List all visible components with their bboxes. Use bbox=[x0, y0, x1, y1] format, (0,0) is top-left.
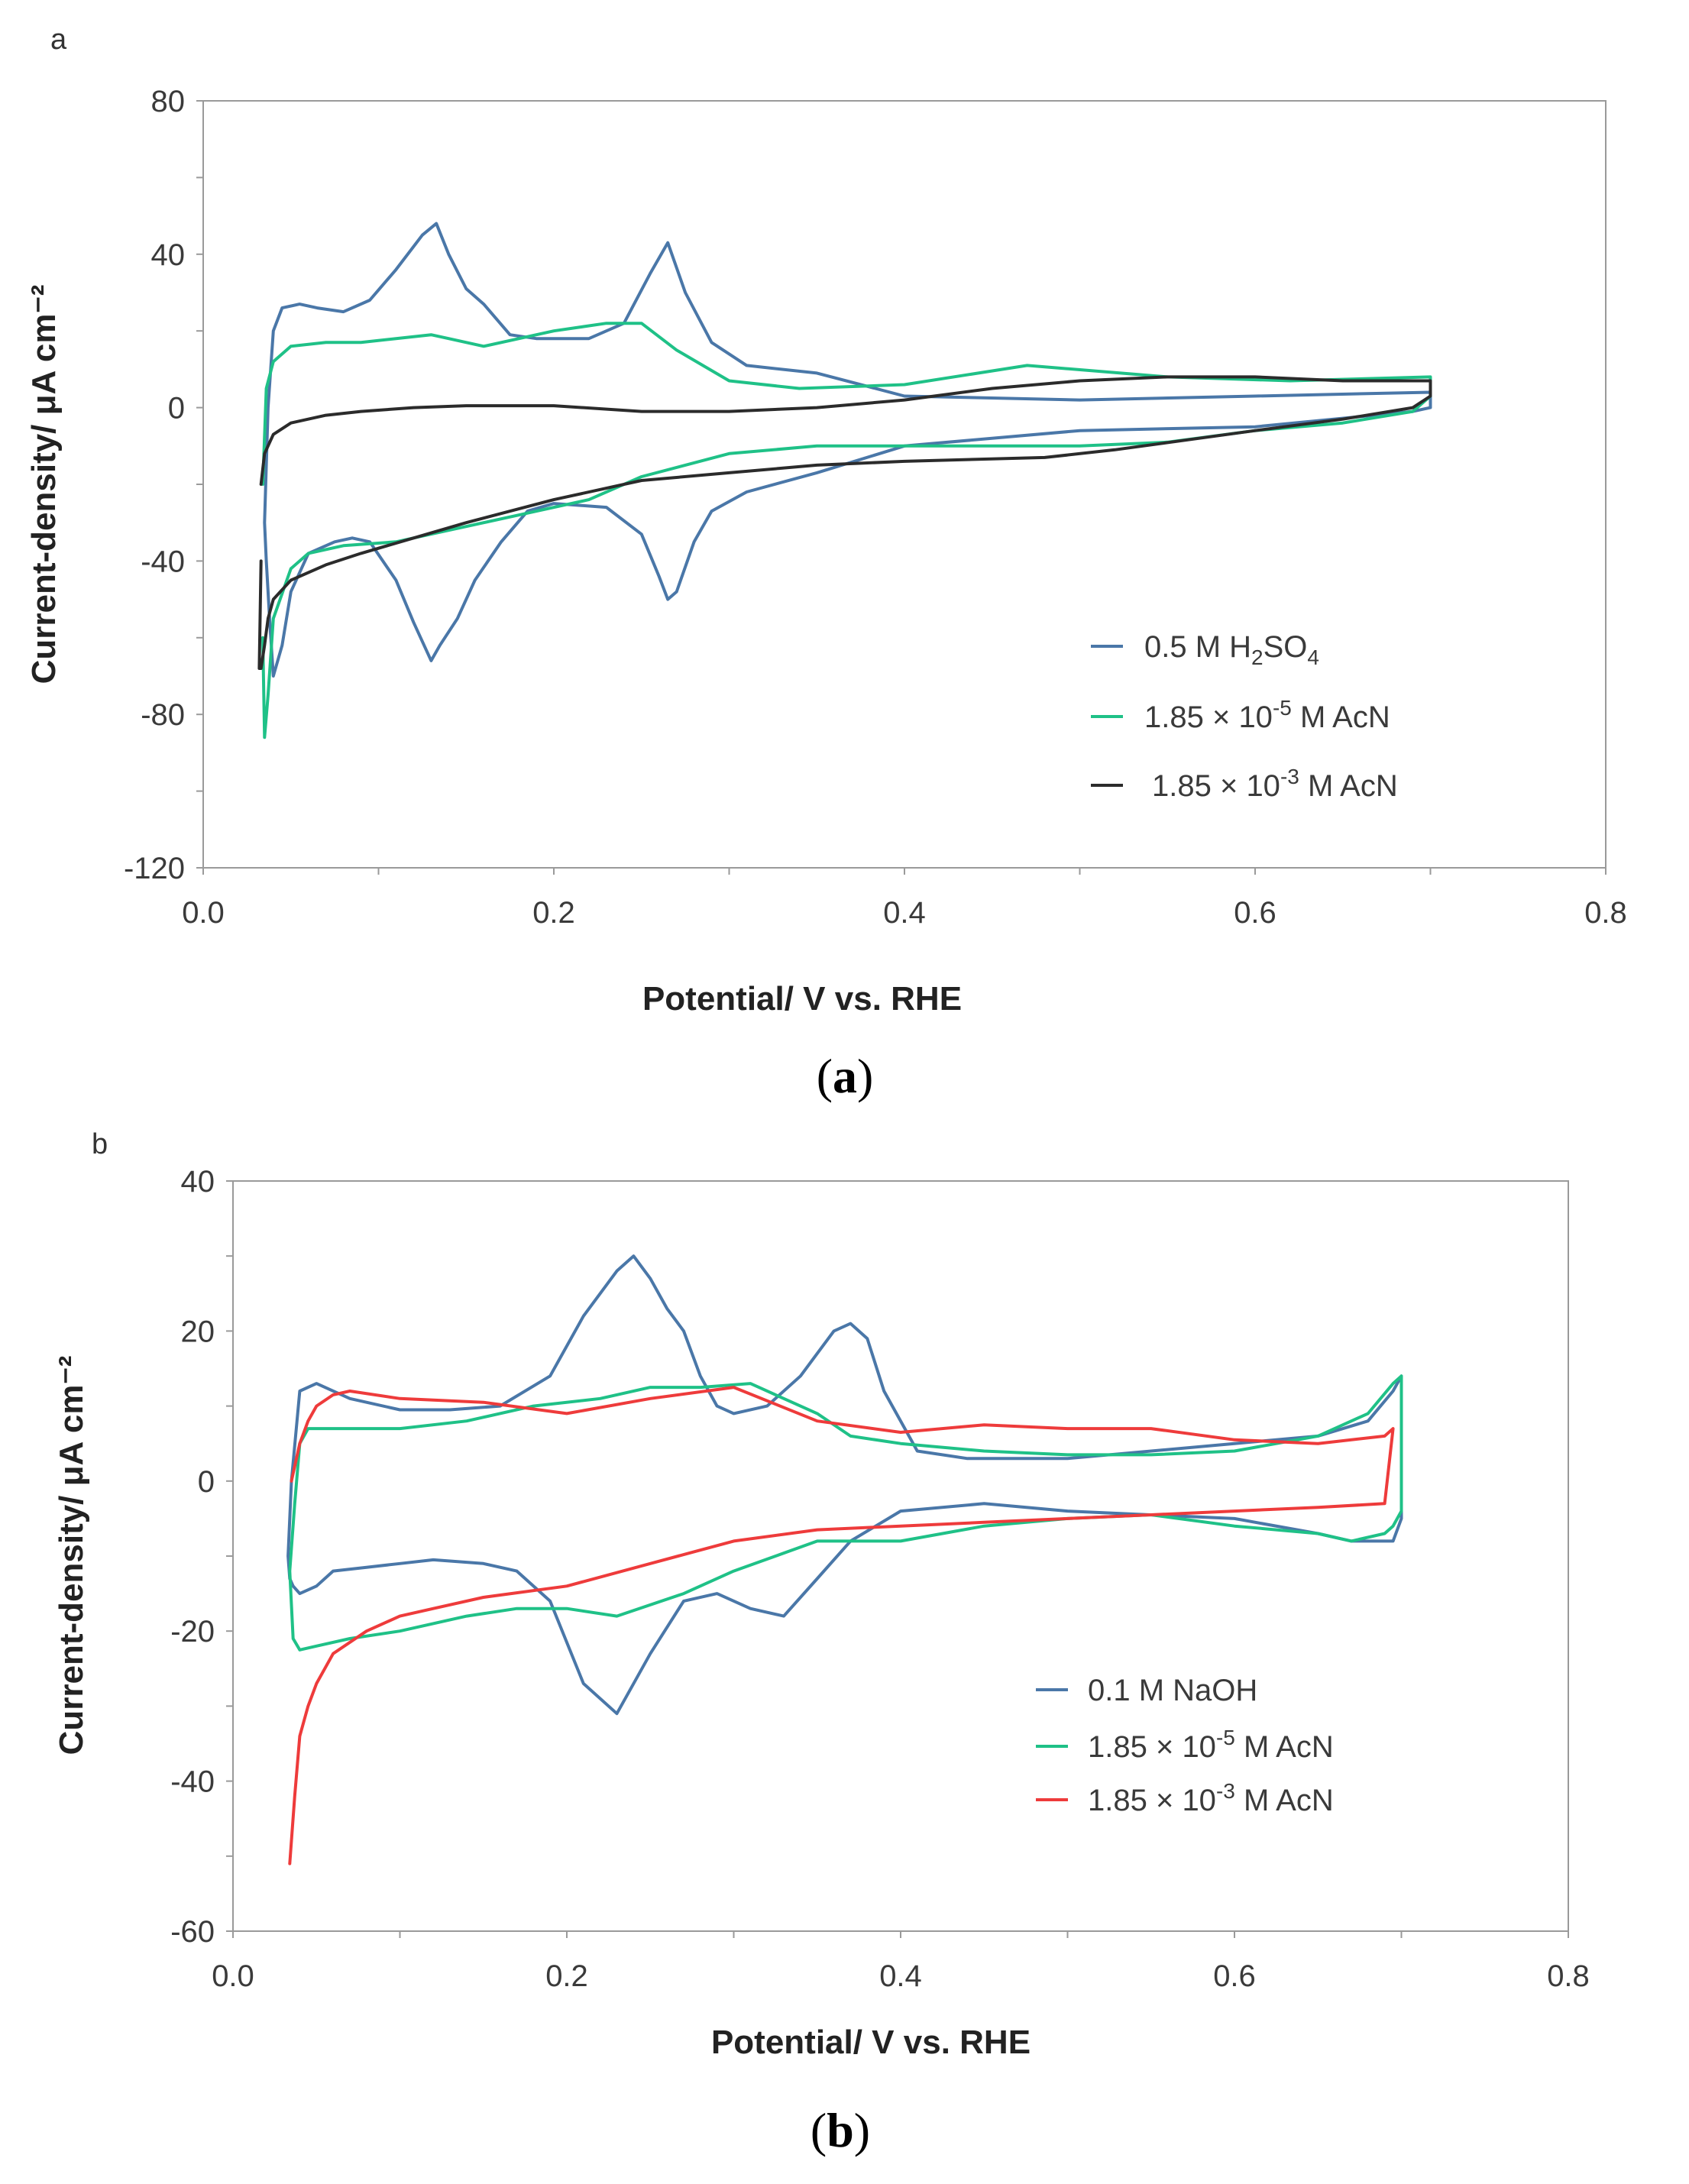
legend-label: 1.85 × 10-3 M AcN bbox=[1152, 765, 1398, 803]
x-axis-title: Potential/ V vs. RHE bbox=[711, 2024, 1031, 2061]
chart-panel-b: b -60 -40 -20 0 20 40 0.0 0.2 0.4 0.6 0.… bbox=[53, 1128, 1590, 2157]
series-group bbox=[257, 222, 1432, 739]
y-tick-label: -40 bbox=[170, 1765, 215, 1799]
y-tick-label: -20 bbox=[170, 1615, 215, 1649]
x-axis: 0.0 0.2 0.4 0.6 0.8 bbox=[212, 1959, 1590, 1993]
panel-label: b bbox=[92, 1128, 108, 1160]
y-axis-title: Current-density/ μA cm⁻² bbox=[25, 285, 63, 684]
x-tick-label: 0.0 bbox=[182, 896, 225, 930]
legend-label: 1.85 × 10-5 M AcN bbox=[1144, 696, 1390, 734]
y-tick-label: 0 bbox=[198, 1465, 215, 1499]
figure-caption: (a) bbox=[817, 1049, 874, 1103]
axis-ticks bbox=[226, 1180, 1569, 1938]
y-axis-title: Current-density/ μA cm⁻² bbox=[53, 1356, 90, 1755]
plot-area bbox=[202, 100, 1606, 869]
y-tick-label: -120 bbox=[124, 852, 185, 885]
series-line-acn-1e-3 bbox=[288, 1386, 1395, 1865]
x-tick-label: 0.6 bbox=[1234, 896, 1276, 930]
x-axis: 0.0 0.2 0.4 0.6 0.8 bbox=[182, 896, 1627, 930]
chart-panel-a: a -120 -80 -40 0 40 80 0.0 0.2 0.4 0.6 0… bbox=[25, 24, 1627, 1103]
legend-label: 1.85 × 10-5 M AcN bbox=[1088, 1726, 1334, 1764]
figure-caption: (b) bbox=[811, 2103, 870, 2157]
series-line-naoh bbox=[286, 1254, 1403, 1716]
x-tick-label: 0.0 bbox=[212, 1959, 254, 1993]
y-tick-label: 40 bbox=[151, 238, 186, 272]
x-tick-label: 0.4 bbox=[879, 1959, 922, 1993]
series-line-acn-1e-3 bbox=[257, 375, 1432, 670]
y-tick-label: 20 bbox=[181, 1315, 215, 1348]
x-axis-title: Potential/ V vs. RHE bbox=[642, 980, 962, 1018]
x-tick-label: 0.2 bbox=[532, 896, 575, 930]
legend-label: 0.5 M H2SO4 bbox=[1144, 630, 1319, 669]
series-group bbox=[286, 1254, 1403, 1865]
x-tick-label: 0.2 bbox=[545, 1959, 588, 1993]
panel-label: a bbox=[50, 24, 67, 56]
legend: 0.5 M H2SO4 1.85 × 10-5 M AcN 1.85 × 10-… bbox=[1091, 630, 1398, 803]
x-tick-label: 0.4 bbox=[883, 896, 926, 930]
y-tick-label: 40 bbox=[181, 1165, 215, 1199]
y-tick-label: 80 bbox=[151, 85, 186, 118]
axis-ticks bbox=[196, 100, 1606, 875]
y-tick-label: 0 bbox=[168, 392, 185, 425]
y-tick-label: -60 bbox=[170, 1915, 215, 1949]
legend-label: 0.1 M NaOH bbox=[1088, 1674, 1257, 1707]
y-tick-label: -40 bbox=[141, 545, 185, 578]
legend-label: 1.85 × 10-3 M AcN bbox=[1088, 1779, 1334, 1817]
series-line-h2so4 bbox=[263, 222, 1432, 678]
legend: 0.1 M NaOH 1.85 × 10-5 M AcN 1.85 × 10-3… bbox=[1036, 1674, 1334, 1817]
plot-area bbox=[232, 1180, 1569, 1932]
x-tick-label: 0.8 bbox=[1584, 896, 1627, 930]
y-axis: -120 -80 -40 0 40 80 bbox=[124, 85, 185, 885]
series-line-acn-1e-5 bbox=[288, 1374, 1403, 1652]
y-axis: -60 -40 -20 0 20 40 bbox=[170, 1165, 215, 1949]
x-tick-label: 0.6 bbox=[1213, 1959, 1256, 1993]
y-tick-label: -80 bbox=[141, 698, 185, 732]
x-tick-label: 0.8 bbox=[1547, 1959, 1590, 1993]
